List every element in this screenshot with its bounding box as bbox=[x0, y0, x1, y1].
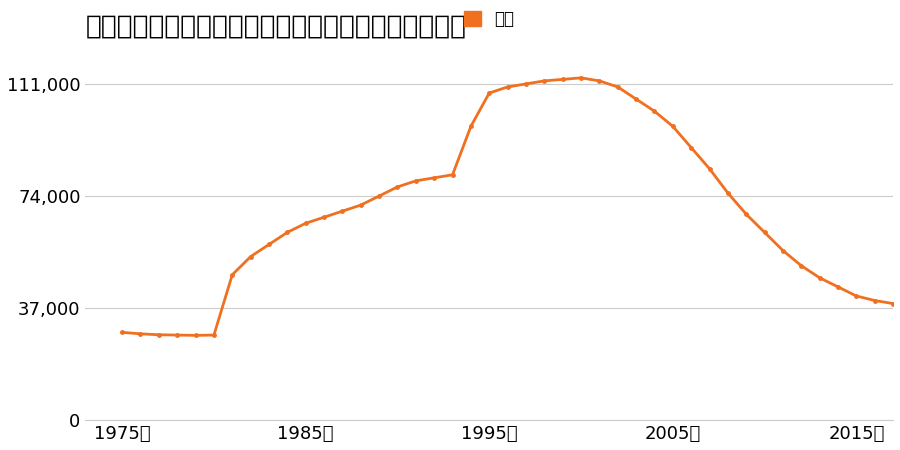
Text: 長野県須坂市大字須坂字青木１４２６番３の地価推移: 長野県須坂市大字須坂字青木１４２６番３の地価推移 bbox=[86, 14, 466, 40]
Legend: 価格: 価格 bbox=[457, 4, 521, 35]
